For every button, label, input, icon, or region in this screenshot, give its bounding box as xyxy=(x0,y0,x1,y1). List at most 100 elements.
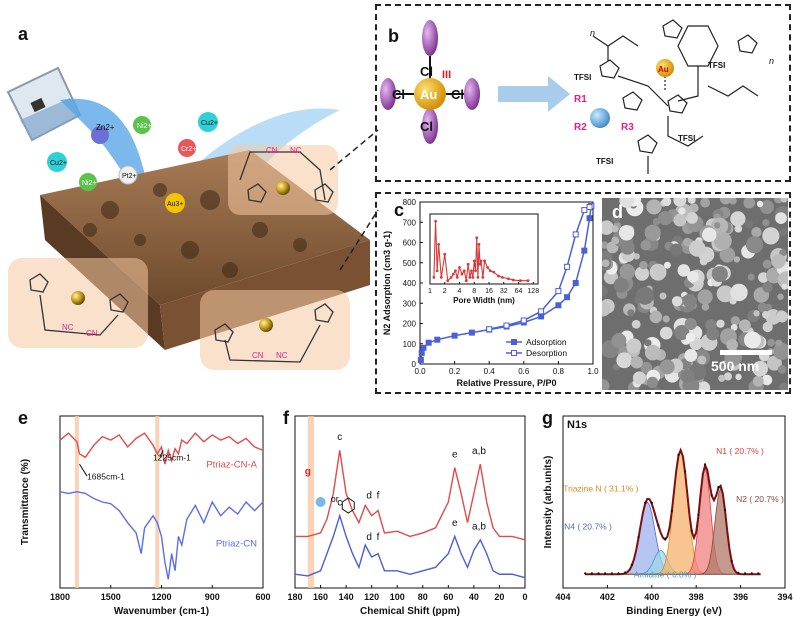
tick-label: 1.0 xyxy=(587,367,599,376)
raw-point xyxy=(737,571,740,574)
raw-point xyxy=(604,572,607,575)
tick-label: 0 xyxy=(412,360,417,369)
inset-point xyxy=(479,259,483,263)
sem-grain xyxy=(611,236,620,245)
sem-grain xyxy=(761,374,773,386)
raw-point xyxy=(743,572,747,575)
inset-point xyxy=(466,262,470,266)
sem-grain xyxy=(773,342,788,360)
inset-point xyxy=(470,269,473,273)
sem-grain xyxy=(730,316,740,326)
inset-point xyxy=(451,272,455,276)
tick-label: 300 xyxy=(403,299,417,308)
n-label: n xyxy=(590,28,595,38)
series-line xyxy=(59,490,264,580)
panel-cd-frame xyxy=(375,192,791,394)
sem-grain xyxy=(631,319,641,329)
component-label: N1 ( 20.7% ) xyxy=(716,446,764,456)
data-point xyxy=(503,322,510,329)
tick-label: 40 xyxy=(469,592,479,602)
tick-label: 900 xyxy=(205,592,220,602)
inset-point xyxy=(435,269,439,273)
sem-grain xyxy=(756,200,764,208)
sem-grain xyxy=(612,363,620,371)
ion-label: Pt2+ xyxy=(122,173,137,180)
inset-point xyxy=(483,259,486,263)
peak-label: d xyxy=(366,491,372,502)
data-point xyxy=(486,326,493,333)
data-point xyxy=(581,207,588,214)
data-point xyxy=(586,215,593,222)
series-line xyxy=(295,450,526,541)
sem-grain xyxy=(730,324,738,331)
raw-point xyxy=(644,501,647,504)
component-label: N2 ( 20.7% ) xyxy=(736,494,784,504)
sem-grain xyxy=(674,324,690,341)
inset-point xyxy=(458,266,461,269)
sem-grain xyxy=(613,277,629,293)
panel-b-frame xyxy=(375,4,791,182)
y-axis-label: Intensity (arb.units) xyxy=(543,456,554,549)
peak-label: g xyxy=(305,466,311,477)
sem-grain xyxy=(640,361,653,374)
sem-grain xyxy=(759,200,774,215)
tick-label: 394 xyxy=(777,592,792,602)
sem-grain xyxy=(719,247,736,263)
y-axis-label: Transmittance (%) xyxy=(20,459,31,545)
r3-label: R3 xyxy=(621,122,634,133)
reaction-arrow-icon xyxy=(498,76,570,112)
raw-point xyxy=(650,501,653,505)
panel-label-a: a xyxy=(18,24,29,44)
tick-label: 700 xyxy=(403,218,417,227)
sem-grain xyxy=(751,227,762,238)
aucl4-complex: Cl Cl Cl Cl Au III xyxy=(380,20,480,144)
sem-grain xyxy=(730,283,748,302)
r1-label: R1 xyxy=(574,94,587,105)
sem-grain xyxy=(766,355,782,371)
raw-point xyxy=(703,463,707,466)
sem-grain xyxy=(713,231,732,250)
linker-top-right: CN NC xyxy=(228,145,338,215)
ion-label: Zn2+ xyxy=(96,123,115,132)
sem-grain xyxy=(678,207,686,215)
sem-grain xyxy=(776,310,788,323)
peak-label: e xyxy=(452,518,458,529)
sem-grain xyxy=(777,365,787,374)
r2-label: R2 xyxy=(574,122,587,133)
sem-grain xyxy=(611,333,627,349)
plot-frame xyxy=(294,415,526,589)
sem-grain xyxy=(758,272,769,283)
inset-point xyxy=(471,276,475,279)
sem-grain xyxy=(644,344,661,361)
inset-x-label: Pore Width (nm) xyxy=(453,296,515,305)
sem-grain xyxy=(743,198,756,209)
tick-label: 396 xyxy=(733,592,748,602)
highlight-band xyxy=(307,416,315,588)
sem-grain xyxy=(677,264,690,277)
raw-point xyxy=(637,536,640,539)
panel-label-d: d xyxy=(612,202,623,222)
substituent-ball xyxy=(315,497,326,507)
data-point xyxy=(555,288,562,295)
data-point xyxy=(572,231,579,238)
tick-label: 402 xyxy=(600,592,615,602)
raw-point xyxy=(657,524,660,527)
linker-cn-label: CN xyxy=(266,146,278,155)
inset-point xyxy=(519,279,522,283)
sem-grain xyxy=(659,359,675,375)
tick-label: 180 xyxy=(287,592,302,602)
data-point xyxy=(564,263,571,270)
sem-grain xyxy=(687,270,699,283)
sem-grain xyxy=(632,371,646,385)
legend-label: Adsorption xyxy=(526,337,567,347)
inset-point xyxy=(462,269,466,273)
tick-label: 80 xyxy=(418,592,428,602)
panel-label-b: b xyxy=(388,26,399,46)
sem-grain xyxy=(684,317,697,331)
sem-grain xyxy=(718,374,726,382)
sem-grain xyxy=(702,227,717,243)
y-axis-label: N2 Adsorption (cm3 g-1) xyxy=(382,231,392,335)
tick-label: 600 xyxy=(255,592,270,602)
sem-grain xyxy=(738,319,751,332)
data-point xyxy=(520,317,527,324)
